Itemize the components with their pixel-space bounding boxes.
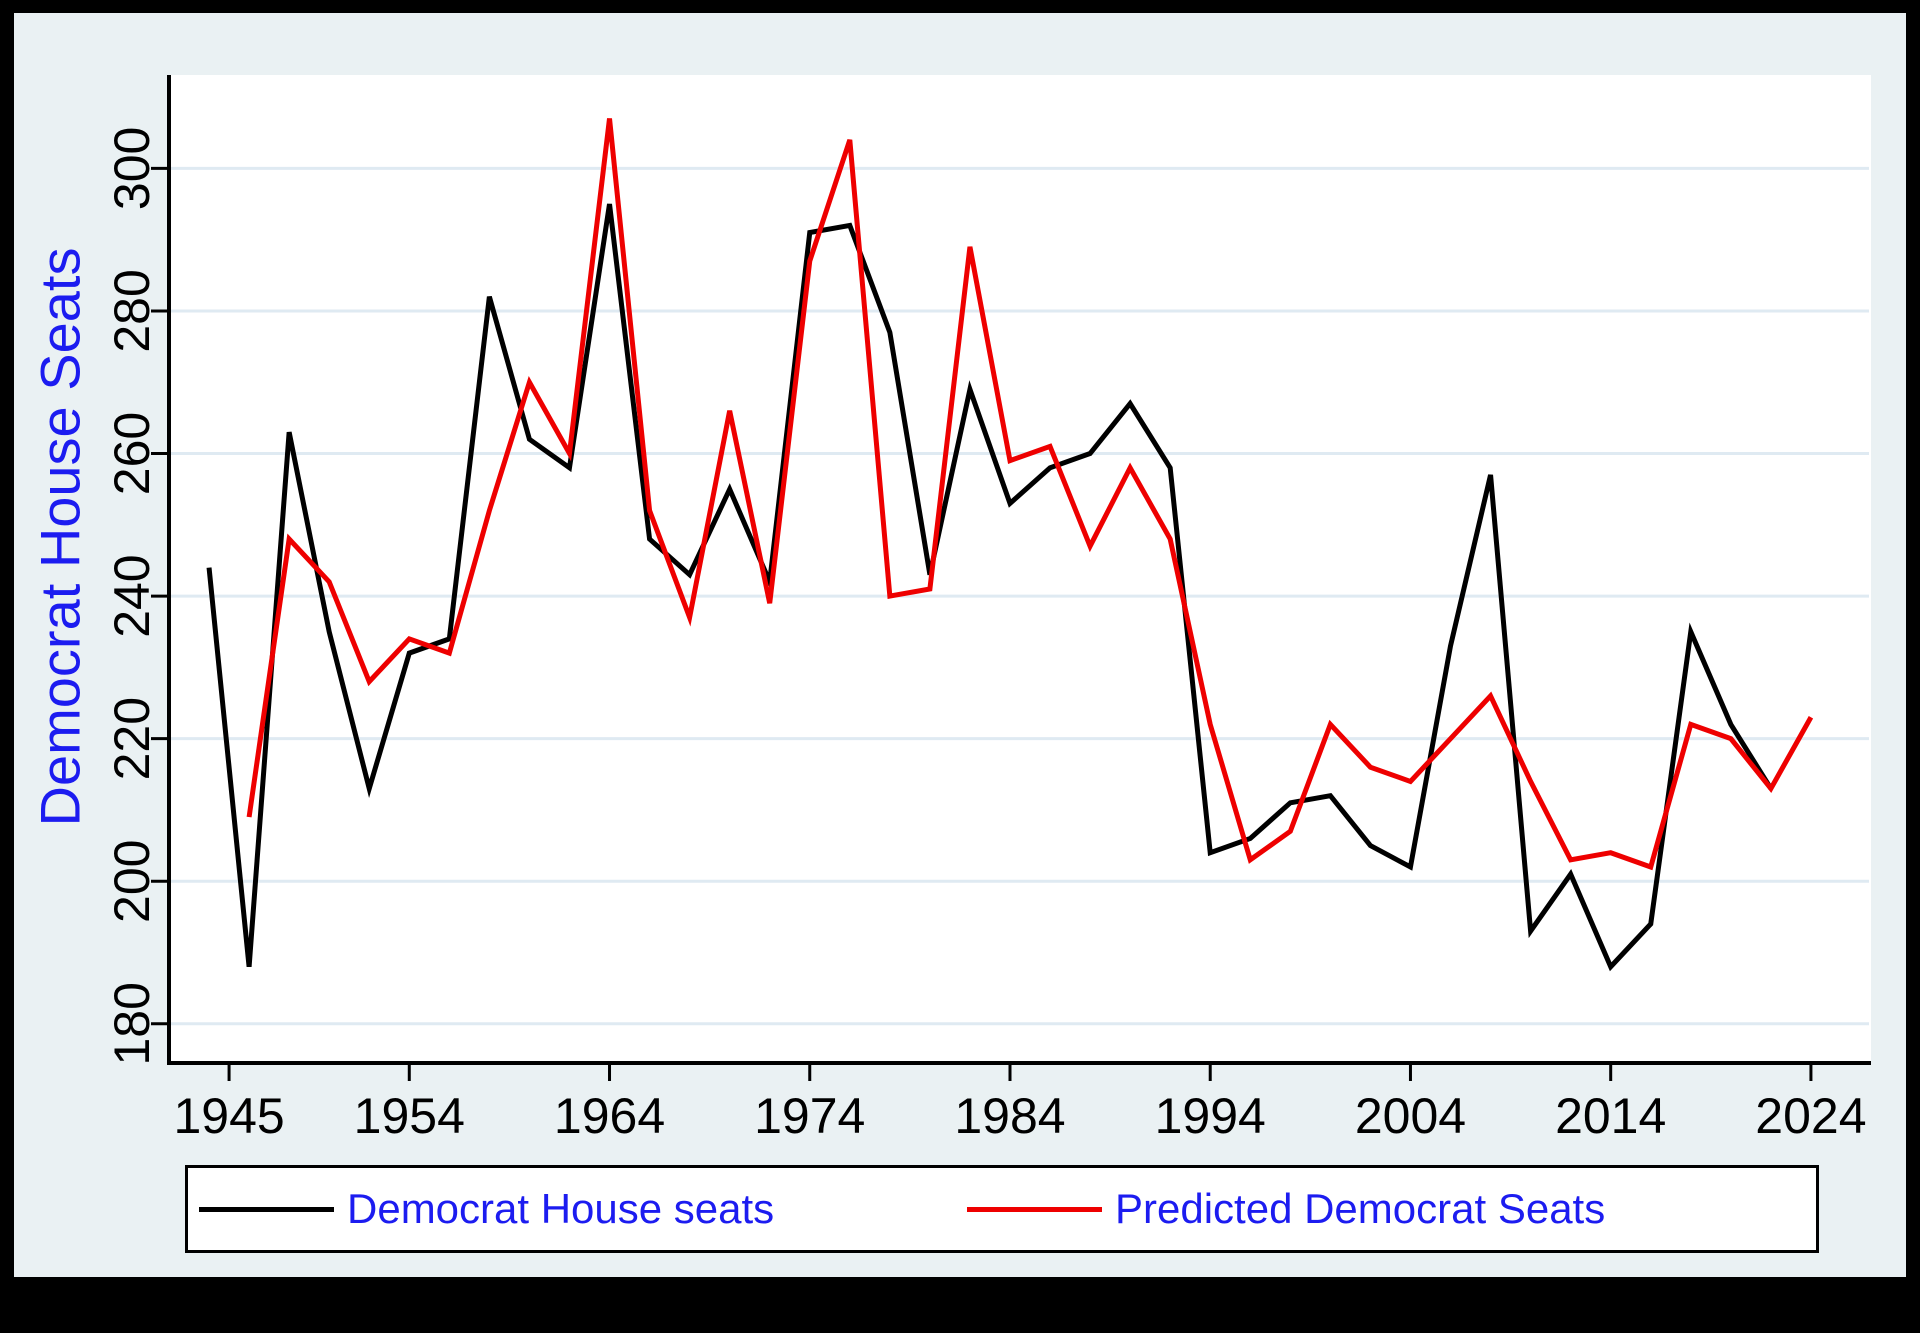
x-tick-label-1954: 1954 — [354, 1088, 465, 1144]
x-tick-label-1964: 1964 — [554, 1088, 665, 1144]
x-tick-label-1945: 1945 — [173, 1088, 284, 1144]
legend: Democrat House seats Predicted Democrat … — [185, 1165, 1819, 1253]
y-tick-label-280: 280 — [104, 269, 160, 352]
x-tick-label-2014: 2014 — [1555, 1088, 1666, 1144]
legend-label-predicted: Predicted Democrat Seats — [1115, 1185, 1606, 1232]
line-chart: 180 200 220 240 260 280 300 1945 1954 1964 1974 198… — [104, 75, 1871, 1144]
y-axis-title: Democrat House Seats — [28, 247, 92, 827]
x-tick-label-1984: 1984 — [954, 1088, 1065, 1144]
y-tick-label-180: 180 — [104, 982, 160, 1065]
y-tick-label-300: 300 — [104, 127, 160, 210]
y-tick-label-200: 200 — [104, 840, 160, 923]
legend-line-predicted — [967, 1206, 1102, 1212]
x-tick-label-2004: 2004 — [1355, 1088, 1466, 1144]
legend-item-actual: Democrat House seats — [199, 1168, 774, 1250]
legend-line-actual — [199, 1206, 334, 1212]
x-tick-label-1974: 1974 — [754, 1088, 865, 1144]
plot-area — [169, 75, 1871, 1063]
x-tick-label-2024: 2024 — [1755, 1088, 1866, 1144]
legend-item-predicted: Predicted Democrat Seats — [967, 1168, 1605, 1250]
y-tick-label-220: 220 — [104, 697, 160, 780]
y-tick-label-240: 240 — [104, 554, 160, 637]
legend-label-actual: Democrat House seats — [347, 1185, 775, 1232]
series-line-actual — [206, 203, 1774, 972]
y-tick-label-260: 260 — [104, 412, 160, 495]
chart-canvas: 180 200 220 240 260 280 300 1945 1954 1964 1974 198… — [14, 13, 1906, 1277]
x-tick-label-1994: 1994 — [1155, 1088, 1266, 1144]
series-line-predicted — [246, 118, 1814, 871]
